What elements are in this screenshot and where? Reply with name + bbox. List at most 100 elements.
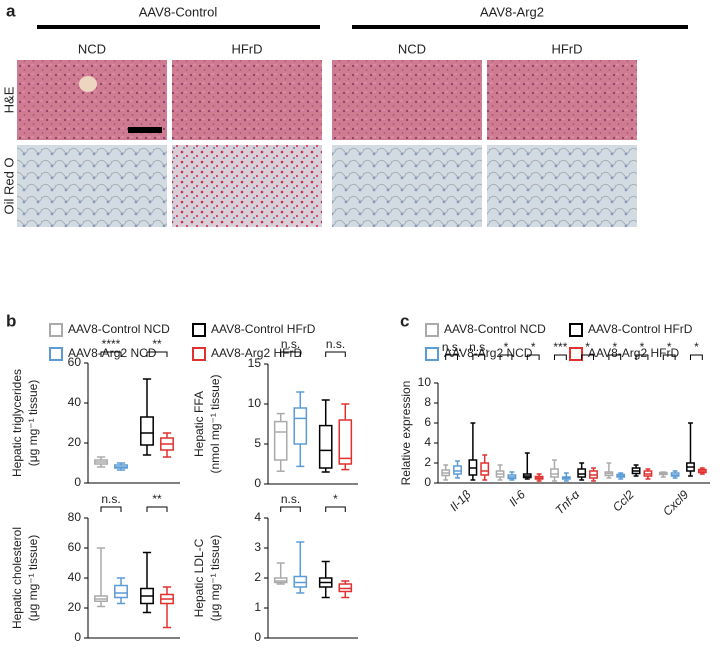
significance-bracket: [100, 506, 122, 512]
legend-label: AAV8-Arg2 NCD: [444, 346, 533, 360]
legend-swatch: [425, 347, 439, 361]
y-tick-label: 4: [424, 435, 431, 449]
significance-label: *: [667, 340, 672, 354]
significance-bracket: [553, 354, 567, 360]
box: [114, 584, 128, 599]
significance-label: *: [585, 340, 590, 354]
significance-label: *: [640, 340, 645, 354]
y-tick-label: 0: [254, 630, 261, 644]
micrograph: [487, 60, 637, 140]
micrograph: [17, 145, 167, 227]
box: [318, 424, 333, 469]
group-bar: [352, 25, 688, 29]
box: [577, 468, 587, 478]
y-tick-label: 4: [254, 510, 261, 524]
group-label: AAV8-Control: [139, 4, 218, 19]
significance-label: n.s.: [281, 492, 300, 506]
significance-bracket: [325, 506, 346, 512]
legend-label: AAV8-Control HFrD: [588, 322, 693, 336]
y-tick-label: 1: [254, 600, 261, 614]
legend-label: AAV8-Arg2 NCD: [68, 346, 157, 360]
y-tick-label: 0: [74, 475, 81, 489]
significance-bracket: [635, 354, 649, 360]
significance-label: *: [531, 340, 536, 354]
significance-label: n.s.: [469, 340, 488, 354]
significance-bracket: [689, 354, 703, 360]
significance-bracket: [280, 351, 301, 357]
y-tick-label: 80: [68, 510, 82, 524]
box: [550, 468, 559, 478]
significance-label: **: [152, 337, 162, 351]
legend-label: AAV8-Control NCD: [444, 322, 546, 336]
x-tick-label: Tnf-α: [553, 487, 584, 518]
y-tick-label: 40: [68, 395, 82, 409]
box: [480, 462, 490, 476]
significance-label: n.s.: [281, 337, 300, 351]
significance-bracket: [662, 354, 676, 360]
significance-label: *: [504, 340, 509, 354]
box: [140, 416, 154, 446]
y-tick-label: 0: [74, 630, 81, 644]
significance-bracket: [146, 506, 168, 512]
significance-label: *: [612, 340, 617, 354]
y-tick-label: 10: [418, 375, 432, 389]
micrograph: [487, 145, 637, 227]
y-tick-label: 10: [248, 396, 262, 410]
significance-label: n.s.: [442, 340, 461, 354]
significance-bracket: [499, 354, 513, 360]
box: [338, 419, 353, 465]
y-tick-label: 5: [254, 436, 261, 450]
y-tick-label: 6: [424, 415, 431, 429]
x-tick-label: Ccl2: [610, 487, 637, 514]
column-label: NCD: [398, 41, 426, 56]
micrograph: [172, 60, 322, 140]
y-tick-label: 20: [68, 600, 82, 614]
y-tick-label: 0: [424, 475, 431, 489]
micrograph: [17, 60, 167, 140]
row-label: H&E: [1, 86, 16, 113]
y-tick-label: 8: [424, 395, 431, 409]
group-label: AAV8-Arg2: [480, 4, 544, 19]
significance-label: n.s.: [101, 492, 120, 506]
x-tick-label: Cxcl9: [660, 487, 691, 518]
legend-swatch: [569, 323, 583, 337]
legend-swatch: [192, 323, 206, 337]
significance-label: n.s.: [326, 337, 345, 351]
significance-bracket: [472, 354, 486, 360]
significance-bracket: [146, 351, 168, 357]
significance-label: ***: [553, 340, 567, 354]
x-tick-label: Il-1β: [447, 487, 474, 514]
significance-bracket: [581, 354, 595, 360]
y-tick-label: 0: [254, 476, 261, 490]
legend-swatch: [49, 323, 63, 337]
y-axis-label: (nmol mg⁻¹ tissue): [208, 374, 222, 473]
significance-bracket: [445, 354, 459, 360]
row-label: Oil Red O: [1, 157, 16, 214]
significance-label: *: [333, 492, 338, 506]
y-tick-label: 20: [68, 435, 82, 449]
y-tick-label: 60: [68, 540, 82, 554]
column-label: HFrD: [231, 41, 262, 56]
box: [293, 407, 308, 445]
significance-label: **: [152, 492, 162, 506]
micrograph: [172, 145, 322, 227]
significance-label: ****: [102, 337, 121, 351]
column-label: HFrD: [551, 41, 582, 56]
significance-bracket: [100, 351, 122, 357]
y-axis-label: (μg mg⁻¹ tissue): [26, 380, 40, 467]
y-axis-label: Hepatic LDL-C: [192, 538, 206, 617]
group-bar: [37, 25, 320, 29]
micrograph: [332, 60, 482, 140]
legend-swatch: [425, 323, 439, 337]
legend-label: AAV8-Arg2 HFrD: [588, 346, 679, 360]
vessel: [79, 76, 97, 92]
y-axis-label: Hepatic FFA: [192, 391, 206, 457]
legend-swatch: [192, 347, 206, 361]
significance-bracket: [608, 354, 622, 360]
significance-bracket: [526, 354, 540, 360]
column-label: NCD: [78, 41, 106, 56]
x-tick-label: Il-6: [506, 487, 528, 509]
legend-swatch: [569, 347, 583, 361]
